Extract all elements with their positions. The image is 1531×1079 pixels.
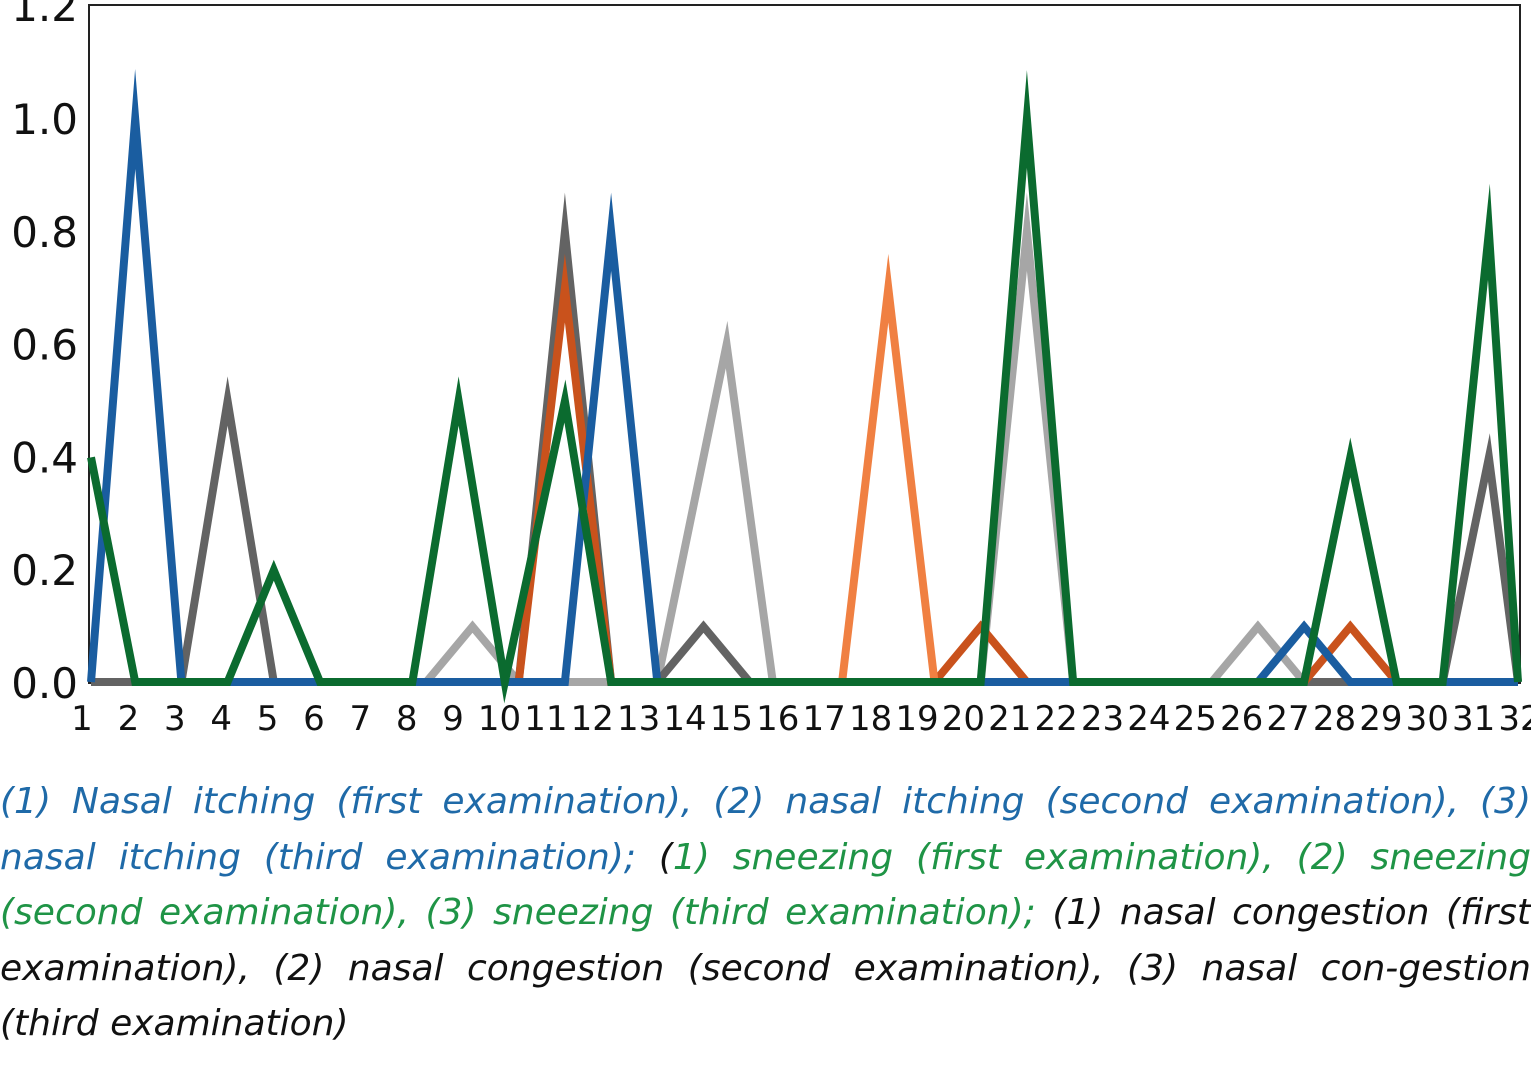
- x-tick-label: 30: [1406, 699, 1449, 739]
- x-tick-label: 3: [164, 699, 186, 739]
- x-tick-label: 2: [118, 699, 140, 739]
- y-tick-label: 0.6: [11, 321, 78, 370]
- series-line-2: [653, 192, 1351, 686]
- x-tick-label: 18: [849, 699, 892, 739]
- series-line-5: [838, 253, 939, 683]
- x-tick-label: 24: [1127, 699, 1170, 739]
- y-tick-label: 0.8: [11, 208, 78, 257]
- x-tick-label: 7: [350, 699, 372, 739]
- x-tick-label: 21: [988, 699, 1031, 739]
- x-tick-label: 23: [1081, 699, 1124, 739]
- x-tick-label: 29: [1359, 699, 1402, 739]
- y-axis-ticks: 0.0 0.2 0.4 0.6 0.8 1.0 1.2: [11, 0, 78, 708]
- series-layer: [87, 69, 1522, 704]
- x-tick-label: 14: [663, 699, 706, 739]
- series-line-7: [87, 70, 1522, 704]
- x-tick-label: 22: [1034, 699, 1077, 739]
- y-tick-label: 1.0: [11, 95, 78, 144]
- x-tick-label: 16: [756, 699, 799, 739]
- x-tick-label: 13: [617, 699, 660, 739]
- x-tick-label: 12: [571, 699, 614, 739]
- x-tick-label: 11: [524, 699, 567, 739]
- x-tick-label: 8: [396, 699, 418, 739]
- x-tick-label: 6: [303, 699, 325, 739]
- x-tick-label: 31: [1452, 699, 1495, 739]
- caption-nasal-itching: (1) Nasal itching (first examination), (…: [0, 781, 1531, 878]
- x-tick-label: 26: [1220, 699, 1263, 739]
- x-tick-label: 5: [257, 699, 279, 739]
- caption-sneezing: 1) sneezing (first examination), (2) sne…: [0, 836, 1531, 934]
- line-chart: 0.00.20.40.60.81.01.2 1 2 3 4 5 6 7 8 9 10 11 12 13 1…: [11, 0, 1531, 739]
- y-tick-label: 0.2: [11, 546, 78, 595]
- x-tick-label: 27: [1266, 699, 1309, 739]
- x-tick-label: 4: [210, 699, 232, 739]
- x-tick-label: 1: [71, 699, 93, 739]
- x-tick-label: 25: [1174, 699, 1217, 739]
- y-tick-label: 0.4: [11, 433, 78, 482]
- y-tick-label: 0.0: [11, 659, 78, 708]
- x-tick-label: 32: [1498, 699, 1531, 739]
- x-tick-label: 20: [942, 699, 985, 739]
- y-tick-label: 1.2: [11, 0, 78, 31]
- x-tick-label: 19: [895, 699, 938, 739]
- x-axis-ticks: 1 2 3 4 5 6 7 8 9 10 11 12 13 14 15 16 17 18 19 20 21 22 23 24 2…: [71, 699, 1531, 739]
- x-tick-label: 15: [710, 699, 753, 739]
- caption-nasal-congestion: (1) nasal congestion (first examination)…: [0, 892, 1531, 1044]
- series-line-3: [91, 192, 1522, 686]
- x-tick-label: 9: [442, 699, 464, 739]
- x-tick-label: 28: [1313, 699, 1356, 739]
- figure-caption: (1) Nasal itching (first examination), (…: [0, 774, 1531, 1052]
- x-tick-label: 10: [478, 699, 521, 739]
- x-tick-label: 17: [803, 699, 846, 739]
- caption-paren: (: [658, 836, 673, 878]
- series-line-6: [87, 69, 1518, 686]
- plot-frame: [88, 4, 1521, 684]
